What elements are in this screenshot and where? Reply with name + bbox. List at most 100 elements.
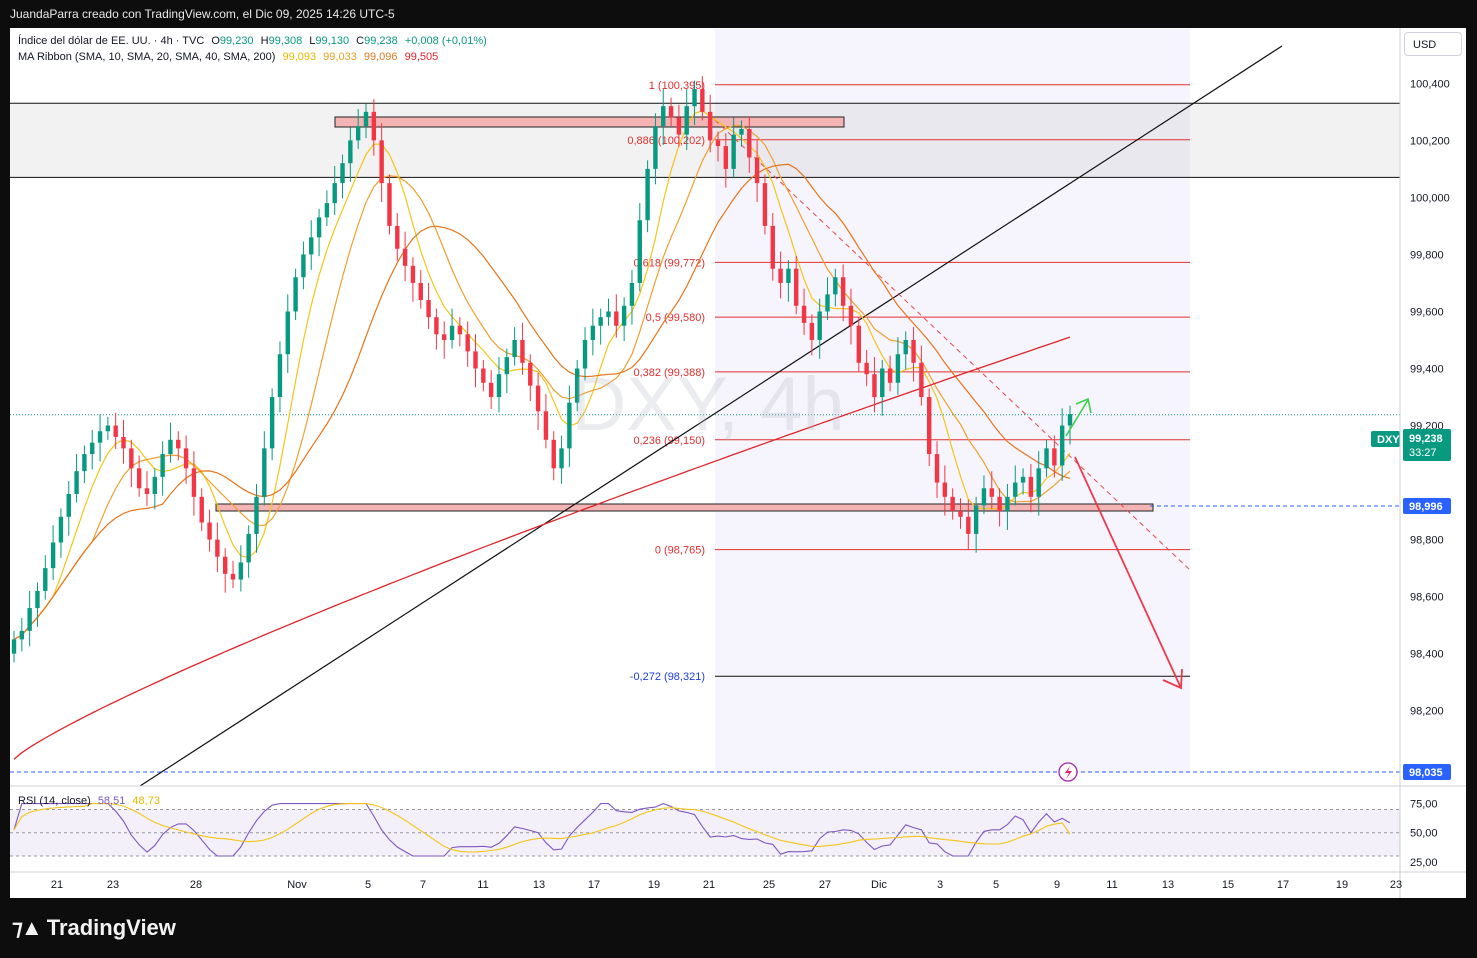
candle [535, 372, 541, 431]
candle-body [371, 111, 377, 141]
candle-body [786, 268, 791, 283]
candle [778, 251, 783, 299]
candle-body [277, 354, 283, 398]
candle-body [794, 268, 799, 306]
candle [1013, 465, 1018, 506]
legend-title: Índice del dólar de EE. UU. · 4h · TVC [18, 35, 205, 47]
candle-body [614, 311, 619, 326]
currency-button[interactable]: USD [1404, 32, 1462, 56]
candle [864, 349, 869, 387]
rsi-pane: 75,00 50,00 25,00 [10, 28, 1466, 898]
candle [230, 560, 236, 589]
time-tick-6: 11 [477, 879, 488, 891]
candle [434, 308, 439, 350]
candle [739, 120, 744, 147]
candle-body [387, 183, 392, 226]
ma-ribbon-layer [13, 110, 1071, 760]
tradingview-brand: TradingView [46, 915, 176, 940]
candle [254, 483, 259, 553]
candle-body [215, 539, 220, 557]
falling-trendline [714, 119, 1191, 571]
candle [301, 241, 306, 290]
candle [1028, 464, 1034, 513]
candle-body [575, 368, 580, 403]
candle [262, 431, 267, 506]
candle-body [825, 294, 830, 312]
candle [1059, 408, 1065, 481]
candle-body [981, 488, 987, 506]
candle-body [160, 454, 165, 477]
candle-body [919, 362, 924, 398]
candle [223, 548, 228, 593]
candle-body [246, 533, 251, 563]
candle-body [1036, 468, 1041, 497]
ma-ribbon-legend[interactable]: MA Ribbon (SMA, 10, SMA, 20, SMA, 40, SM… [18, 51, 442, 63]
candle-body [1005, 496, 1010, 512]
candle [293, 268, 298, 321]
candle-body [434, 317, 439, 335]
candle-body [1044, 448, 1049, 469]
time-tick-19: 15 [1222, 879, 1234, 891]
candle-body [496, 374, 502, 398]
ma10-value: 99,093 [282, 51, 317, 63]
candle-body [97, 431, 103, 443]
candle-body [958, 511, 963, 517]
candle [43, 555, 48, 600]
chart-frame[interactable] [10, 28, 1466, 898]
price-tick-0: 100,400 [1410, 78, 1450, 90]
symbol-legend[interactable]: Índice del dólar de EE. UU. · 4h · TVC O… [18, 35, 491, 47]
candle [449, 308, 455, 349]
candle [496, 357, 502, 413]
candle-body [864, 362, 869, 375]
candle-body [11, 639, 17, 654]
candle [614, 294, 619, 338]
candle [402, 231, 408, 282]
rsi-legend[interactable]: RSI (14, close) 58,51 48,73 [18, 795, 164, 807]
candle-body [692, 89, 697, 107]
candle [207, 509, 212, 552]
candle-body [559, 448, 564, 469]
candle [887, 355, 893, 392]
candle-body [535, 385, 541, 412]
price-tick-4: 99,600 [1410, 306, 1444, 318]
candle [754, 140, 760, 202]
candle-body [82, 454, 87, 472]
level-98996-tag-bg [1403, 498, 1451, 514]
candle-body [168, 439, 173, 455]
candle [606, 298, 611, 326]
candle-body [504, 357, 509, 375]
time-tick-21: 19 [1336, 879, 1348, 891]
candle-body [230, 573, 236, 580]
candle-body [1052, 448, 1057, 466]
tradingview-logo[interactable]: ⁊▲ TradingView [12, 915, 176, 941]
candle-body [966, 516, 971, 534]
candle-body [1020, 476, 1026, 483]
fib-label-6: 0 (98,765) [655, 545, 705, 557]
candle-body [113, 425, 118, 437]
candle-body [105, 425, 111, 432]
rsi-tick-0: 75,00 [1410, 799, 1438, 811]
candle [442, 321, 447, 359]
time-tick-17: 11 [1106, 879, 1117, 891]
candle-body [191, 468, 197, 497]
time-tick-2: 28 [190, 879, 202, 891]
candle-body [528, 362, 533, 386]
candle-body [684, 106, 689, 135]
candle-body [473, 351, 478, 369]
candle [966, 499, 971, 550]
candle [238, 545, 244, 592]
candle [590, 308, 596, 356]
candle [35, 582, 40, 627]
candle [504, 348, 509, 394]
candle [833, 268, 838, 307]
candle [1036, 451, 1041, 516]
rsi-ma-line [13, 803, 1071, 853]
candle [316, 208, 322, 257]
candle-body [402, 248, 408, 266]
candle-body [747, 128, 752, 158]
candle-body [223, 556, 228, 574]
candle-body [606, 311, 611, 318]
candle [927, 388, 932, 467]
candle-body [121, 436, 126, 449]
